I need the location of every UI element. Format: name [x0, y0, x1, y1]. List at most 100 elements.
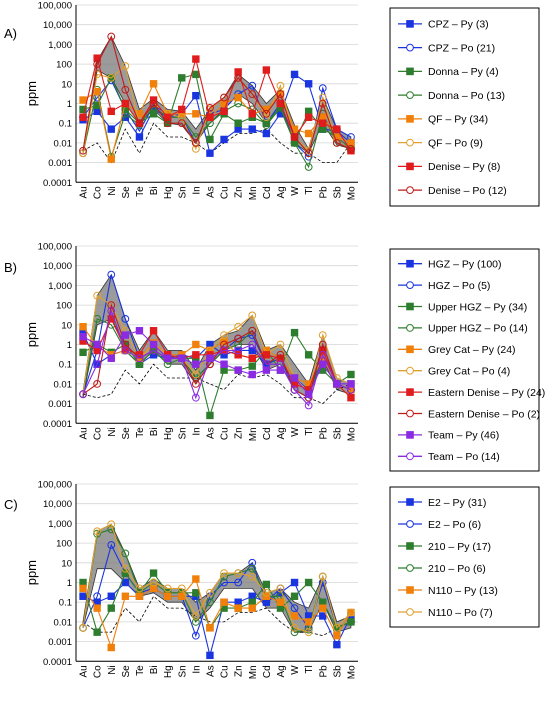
legend-label: HGZ – Py (100): [428, 259, 502, 271]
data-point: [304, 113, 313, 121]
legend-label: QF – Py (34): [428, 114, 488, 126]
data-point: [107, 301, 116, 310]
data-point: [107, 643, 115, 652]
x-tick-label: Ni: [107, 427, 118, 436]
data-point: [121, 109, 130, 118]
data-point: [206, 588, 214, 597]
data-point: [191, 631, 200, 640]
data-point: [290, 604, 299, 613]
data-point: [192, 360, 200, 368]
y-tick-label: 100,000: [38, 1, 72, 12]
data-point: [290, 328, 299, 337]
x-tick-label: Ag: [276, 427, 287, 439]
y-tick-label: 0.001: [48, 637, 72, 648]
legend-swatch-marker: [406, 115, 414, 123]
x-tick-label: As: [205, 427, 216, 439]
data-point: [121, 85, 130, 94]
legend-label: Eastern Denise – Py (24): [428, 387, 545, 399]
data-point: [304, 163, 313, 171]
data-point: [93, 604, 101, 612]
data-point: [333, 133, 341, 141]
data-point: [304, 149, 313, 158]
x-tick-label: Mn: [248, 427, 259, 441]
data-point: [248, 81, 257, 90]
data-point: [121, 549, 130, 558]
x-tick-label: Hg: [163, 427, 174, 440]
data-point: [262, 360, 271, 369]
x-tick-label: Co: [93, 665, 104, 678]
data-point: [191, 144, 200, 153]
data-point: [262, 366, 271, 374]
data-point: [93, 360, 102, 369]
series-6: [79, 520, 355, 637]
legend-swatch-marker: [406, 366, 414, 375]
legend-swatch-marker: [406, 564, 414, 572]
data-point: [79, 96, 87, 104]
data-point: [135, 127, 144, 135]
data-point: [262, 121, 271, 130]
data-point: [234, 578, 243, 587]
legend-label: E2 – Po (6): [428, 519, 481, 531]
data-point: [135, 584, 144, 593]
data-point: [332, 623, 341, 632]
data-point: [234, 73, 243, 82]
x-tick-label: Tl: [304, 427, 315, 435]
data-point: [192, 70, 200, 79]
x-tick-label: Pb: [318, 427, 329, 440]
data-point: [304, 618, 313, 626]
y-tick-label: 100,000: [38, 242, 72, 253]
legend-1: CPZ – Py (3) CPZ – Po (21) Donna – Py (4) D…: [389, 7, 540, 207]
data-point: [248, 564, 257, 573]
y-tick-label: 0.0001: [43, 419, 72, 430]
y-tick-label: 0.0001: [43, 178, 72, 189]
data-point: [220, 598, 228, 606]
data-point: [290, 592, 299, 600]
data-point: [79, 584, 87, 593]
legend-swatch-marker: [406, 20, 414, 28]
data-point: [79, 146, 87, 155]
legend-label: Grey Cat – Po (4): [428, 366, 510, 378]
data-point: [177, 354, 186, 363]
legend-swatch-marker: [406, 281, 414, 290]
x-tick-label: Cu: [220, 665, 231, 678]
panel-label: A): [4, 26, 17, 41]
x-tick-label: Pb: [318, 665, 329, 678]
data-point: [191, 618, 200, 626]
data-point: [220, 569, 228, 578]
data-point: [149, 346, 158, 355]
data-point: [79, 623, 87, 632]
data-point: [234, 119, 242, 127]
data-point: [121, 340, 130, 349]
data-point: [347, 370, 355, 379]
data-point: [248, 604, 256, 612]
data-point: [347, 144, 355, 153]
legend-swatch-marker: [406, 324, 414, 332]
legend-frame: [389, 248, 540, 472]
data-point: [234, 351, 242, 359]
y-tick-label: 1: [67, 99, 72, 110]
data-point: [79, 332, 87, 341]
x-tick-label: Zn: [234, 186, 245, 198]
x-tick-label: In: [191, 186, 202, 194]
y-tick-label: 0.001: [48, 399, 72, 410]
y-tick-label: 0.0001: [43, 657, 72, 668]
x-tick-label: Hg: [163, 665, 174, 678]
legend-frame: [389, 486, 540, 628]
data-point: [206, 135, 214, 144]
data-point: [149, 110, 158, 118]
x-tick-label: Te: [135, 427, 146, 438]
data-point: [178, 105, 186, 114]
y-tick-label: 10,000: [43, 499, 72, 510]
data-point: [107, 155, 115, 163]
data-point: [121, 564, 130, 573]
data-point: [234, 340, 243, 349]
x-tick-label: W: [290, 427, 301, 437]
data-point: [107, 307, 116, 315]
x-tick-label: Se: [121, 186, 132, 199]
data-point: [220, 93, 228, 102]
series-5: [79, 575, 355, 652]
panel-label: B): [4, 260, 17, 275]
data-point: [290, 385, 299, 394]
legend-swatch-marker: [406, 345, 414, 354]
data-point: [206, 103, 214, 112]
